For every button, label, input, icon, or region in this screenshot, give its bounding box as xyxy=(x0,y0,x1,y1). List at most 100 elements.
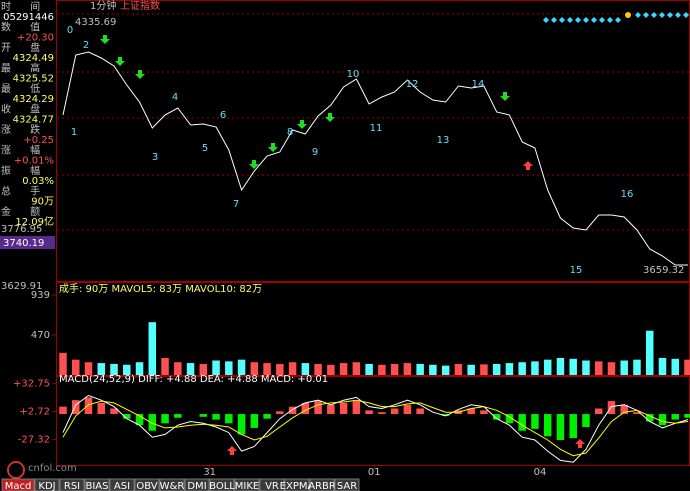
volume-bar xyxy=(518,362,526,375)
macd-bar xyxy=(212,414,220,420)
tab[interactable]: ARBR xyxy=(308,478,336,491)
buy-arrow xyxy=(227,446,237,455)
tab-bg xyxy=(84,478,110,491)
volume-bar xyxy=(480,364,488,375)
volume-bar xyxy=(148,322,157,375)
tab-label: DMI xyxy=(187,481,206,491)
macd-bar xyxy=(556,414,565,440)
macd-bar xyxy=(148,414,157,431)
signal-diamond xyxy=(599,17,605,23)
signal-diamond xyxy=(591,17,597,23)
volume-bar xyxy=(390,363,399,375)
signal-dot xyxy=(625,12,631,18)
info-label: 金 额 xyxy=(1,205,48,218)
volume-bar xyxy=(505,363,514,375)
volume-bar xyxy=(556,357,565,375)
signal-diamond xyxy=(615,17,621,23)
sell-arrow xyxy=(249,160,259,169)
tab-bg xyxy=(1,478,35,491)
info-value: 4325.52 xyxy=(13,74,54,85)
tab-bg xyxy=(34,478,60,491)
volume-bar xyxy=(594,361,603,375)
low-label: 3659.32 xyxy=(643,265,684,276)
macd-bar xyxy=(658,414,667,426)
sell-arrow xyxy=(297,120,307,129)
wave-label: 1 xyxy=(71,127,77,138)
macd-bar xyxy=(250,414,259,428)
info-value: +0.25 xyxy=(23,135,54,146)
tab[interactable]: BIAS xyxy=(84,478,110,491)
tab-bg xyxy=(259,478,285,491)
watermark: cnfol.com xyxy=(28,463,77,474)
volume-bar xyxy=(467,364,475,375)
tab[interactable]: DMI xyxy=(184,478,210,491)
volume-bar xyxy=(59,352,67,375)
wave-label: 15 xyxy=(570,265,583,276)
macd-bar xyxy=(543,414,552,437)
macd-bar xyxy=(492,414,501,420)
buy-arrow xyxy=(575,439,585,448)
volume-bar xyxy=(352,362,361,375)
tab-label: MIKE xyxy=(235,481,259,491)
tab[interactable]: ASI xyxy=(109,478,135,491)
volume-bar xyxy=(339,363,348,375)
x-tick-label: 04 xyxy=(534,467,547,478)
scale-label: 3629.91 xyxy=(1,281,42,292)
macd-bar xyxy=(263,414,271,419)
volume-bar xyxy=(84,362,93,375)
macd-bar xyxy=(161,414,169,424)
macd-bar xyxy=(237,414,246,435)
macd-bar xyxy=(352,401,361,415)
volume-bar xyxy=(492,363,501,375)
info-value: 05291446 xyxy=(3,12,54,23)
volume-bar xyxy=(263,363,271,375)
info-label: 涨 跌 xyxy=(1,123,48,136)
scale-box xyxy=(0,236,55,249)
index-name: 上证指数 xyxy=(120,0,160,12)
sell-arrow xyxy=(268,143,278,152)
tab-label: SAR xyxy=(337,481,357,491)
macd-bar xyxy=(684,414,690,418)
tab-label: RSI xyxy=(64,481,80,491)
tab[interactable]: EXPMA xyxy=(280,478,315,491)
macd-tick-label: +2.72 xyxy=(19,407,50,418)
volume-bar xyxy=(633,359,641,375)
tab[interactable]: KDJ xyxy=(34,478,60,491)
tab[interactable]: VR xyxy=(259,478,285,491)
volume-tick-label: 470 xyxy=(31,330,50,341)
tab-label: W&R xyxy=(160,481,185,491)
wave-label: 4 xyxy=(172,92,178,103)
tab[interactable]: RSI xyxy=(59,478,85,491)
wave-label: 11 xyxy=(370,123,383,134)
tab[interactable]: Macd xyxy=(1,478,35,491)
volume-bar xyxy=(543,359,552,375)
macd-bar xyxy=(84,397,93,415)
volume-bar xyxy=(684,359,690,375)
buy-arrow xyxy=(523,161,533,170)
wave-label: 7 xyxy=(233,199,239,210)
tab[interactable]: MIKE xyxy=(234,478,260,491)
tab[interactable]: W&R xyxy=(159,478,185,491)
tab-bg xyxy=(109,478,135,491)
info-label: 总 手 xyxy=(1,185,48,198)
signal-diamond xyxy=(659,12,665,18)
info-value: 0.03% xyxy=(22,176,54,187)
wave-label: 2 xyxy=(83,40,89,51)
signal-diamond xyxy=(567,17,573,23)
tab[interactable]: OBV xyxy=(134,478,160,491)
tab[interactable]: BOLL xyxy=(209,478,235,491)
tab[interactable]: SAR xyxy=(334,478,360,491)
macd-bar xyxy=(327,404,335,415)
volume-bar xyxy=(212,360,220,375)
macd-bar xyxy=(480,410,488,415)
tab-label: KDJ xyxy=(38,481,55,491)
volume-bar xyxy=(199,363,208,375)
macd-bar xyxy=(135,414,144,426)
info-label: 时 间 xyxy=(1,0,48,13)
tab-bg xyxy=(209,478,235,491)
signal-diamond xyxy=(543,17,549,23)
macd-bar xyxy=(276,411,284,415)
macd-line xyxy=(62,394,689,463)
signal-diamond xyxy=(635,12,641,18)
volume-bar xyxy=(378,364,386,375)
